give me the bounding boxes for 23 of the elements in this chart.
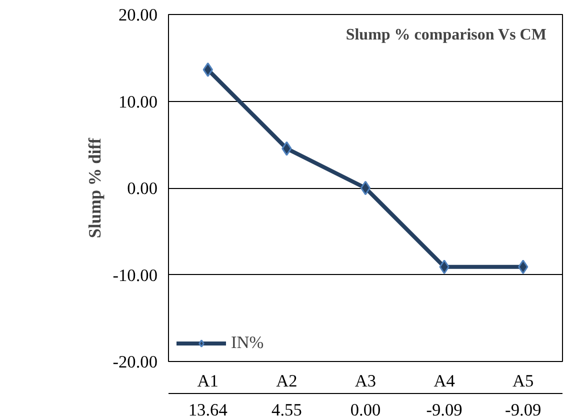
x-tick-label: A4 [434,372,456,390]
data-label: 13.64 [188,400,228,418]
legend-label: IN% [231,333,264,353]
point [282,141,292,156]
y-tick-label: 20.00 [118,6,158,24]
y-tick-label: -10.00 [112,266,158,285]
point [518,260,528,274]
x-tick-label: A1 [197,372,218,390]
y-axis-title: Slump % diff [86,138,105,238]
data-label: 4.55 [272,400,302,418]
x-tick-label: A3 [354,372,376,390]
y-tick-label: 10.00 [118,92,158,112]
x-tick-label: A5 [512,372,534,390]
data-label: -9.09 [426,400,462,418]
y-tick-label: -20.00 [112,352,158,372]
data-label: -9.09 [505,400,542,418]
text: Slump % comparison Vs CM [346,26,546,44]
point [360,180,371,196]
point [202,62,213,77]
y-tick-label: 0.00 [127,179,158,198]
x-tick-label: A2 [276,372,298,390]
point [439,260,450,274]
data-label: 0.00 [350,400,381,418]
